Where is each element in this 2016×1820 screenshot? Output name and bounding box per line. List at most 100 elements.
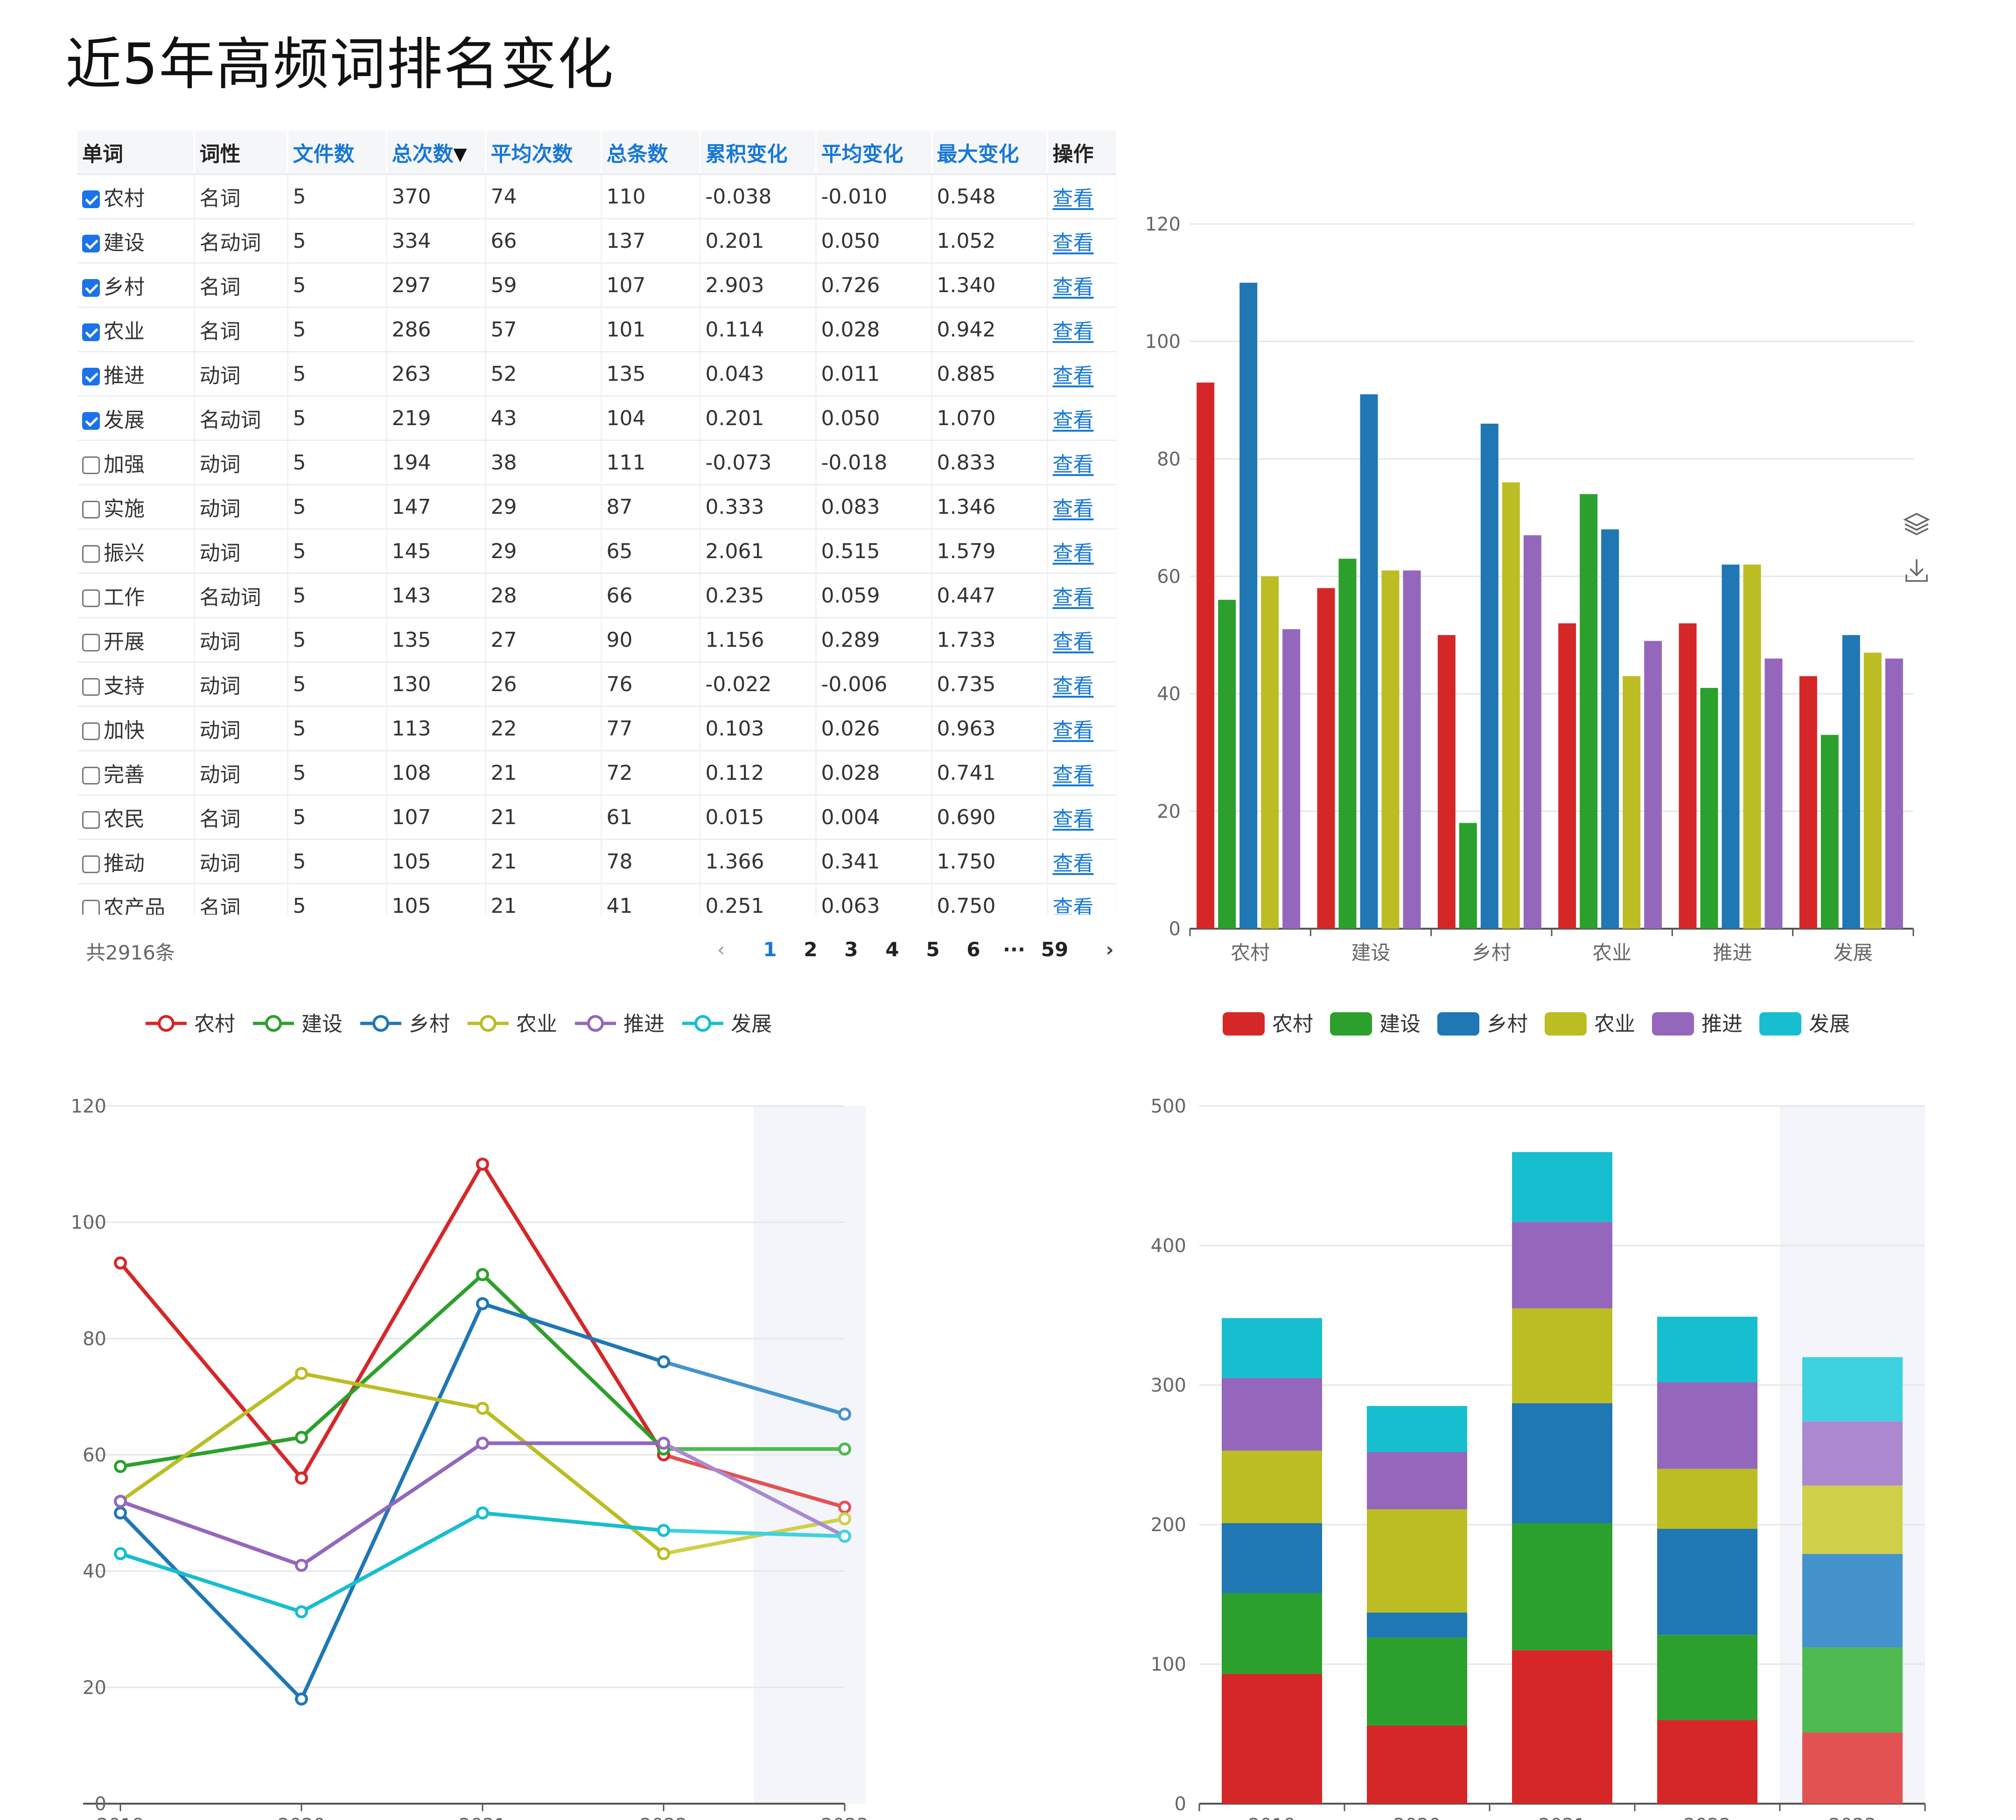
legend-item-建设[interactable]: 建设 [252, 1007, 343, 1037]
col-header-max-change[interactable]: 最大变化 [931, 131, 1047, 175]
word-cell: 农业 [77, 308, 194, 352]
x-tick-label: 乡村 [1472, 941, 1511, 964]
view-link[interactable]: 查看 [1053, 630, 1094, 654]
legend-item-发展[interactable]: 发展 [681, 1007, 772, 1037]
y-tick-label: 500 [1151, 1096, 1186, 1117]
row-checkbox[interactable] [82, 722, 100, 740]
row-checkbox[interactable] [82, 279, 100, 297]
avg-cell: 38 [485, 441, 601, 485]
view-link[interactable]: 查看 [1053, 674, 1094, 698]
avg-change-cell: 0.028 [816, 751, 931, 795]
legend-item-农业[interactable]: 农业 [1545, 1007, 1635, 1037]
y-tick-label: 0 [1169, 918, 1181, 940]
row-checkbox[interactable] [82, 456, 100, 474]
row-checkbox[interactable] [82, 634, 100, 651]
legend-item-乡村[interactable]: 乡村 [359, 1007, 450, 1037]
col-header-cumulative[interactable]: 累积变化 [700, 131, 816, 175]
legend-item-建设[interactable]: 建设 [1330, 1007, 1421, 1037]
view-link[interactable]: 查看 [1053, 763, 1094, 787]
row-checkbox[interactable] [82, 900, 100, 915]
word-label: 完善 [104, 763, 145, 787]
row-checkbox[interactable] [82, 190, 100, 208]
entries-cell: 104 [601, 396, 700, 441]
legend-item-农村[interactable]: 农村 [145, 1007, 235, 1037]
col-header-total-label: 总次数 [392, 142, 454, 166]
entries-cell: 90 [601, 618, 700, 662]
word-table-container[interactable]: 单词 词性 文件数 总次数▼ 平均次数 总条数 累积变化 平均变化 最大变化 操… [77, 131, 1116, 915]
page-59-button[interactable]: 59 [1036, 931, 1073, 968]
cumulative-cell: 0.251 [700, 884, 816, 915]
legend-swatch [1223, 1012, 1265, 1036]
data-point-乡村 [840, 1409, 850, 1419]
bar-推进 [1282, 629, 1300, 929]
row-checkbox[interactable] [82, 235, 100, 252]
row-checkbox[interactable] [82, 767, 100, 784]
col-header-avg[interactable]: 平均次数 [485, 131, 601, 175]
row-checkbox[interactable] [82, 589, 100, 607]
word-cell: 开展 [77, 618, 194, 662]
action-cell: 查看 [1047, 219, 1116, 263]
page-3-button[interactable]: 3 [833, 931, 870, 968]
row-checkbox[interactable] [82, 368, 100, 385]
row-checkbox[interactable] [82, 545, 100, 563]
word-label: 推动 [104, 852, 145, 875]
col-header-files[interactable]: 文件数 [287, 131, 386, 175]
row-checkbox[interactable] [82, 323, 100, 341]
view-link[interactable]: 查看 [1053, 586, 1094, 609]
line-chart-legend: 农村 建设 乡村 农业 推进 发展 [145, 1007, 789, 1037]
page-ellipsis[interactable]: ··· [995, 931, 1033, 968]
col-header-total[interactable]: 总次数▼ [386, 131, 485, 175]
view-link[interactable]: 查看 [1053, 187, 1094, 210]
view-link[interactable]: 查看 [1053, 541, 1094, 565]
page-1-button[interactable]: 1 [751, 931, 789, 968]
stack-segment-建设 [1657, 1635, 1757, 1720]
legend-item-农业[interactable]: 农业 [467, 1007, 557, 1037]
word-table: 单词 词性 文件数 总次数▼ 平均次数 总条数 累积变化 平均变化 最大变化 操… [77, 131, 1116, 915]
download-icon[interactable] [1901, 555, 1932, 588]
table-row: 完善 动词 5 108 21 72 0.112 0.028 0.741 查看 [77, 751, 1116, 795]
data-point-乡村 [658, 1357, 669, 1367]
stack-layers-icon[interactable] [1901, 509, 1932, 541]
row-checkbox[interactable] [82, 412, 100, 430]
sort-desc-icon[interactable]: ▼ [454, 144, 467, 164]
cumulative-cell: 0.333 [700, 485, 816, 529]
view-link[interactable]: 查看 [1053, 275, 1094, 299]
legend-item-推进[interactable]: 推进 [574, 1007, 665, 1037]
view-link[interactable]: 查看 [1053, 497, 1094, 521]
row-checkbox[interactable] [82, 855, 100, 873]
y-tick-label: 60 [1157, 566, 1181, 588]
legend-item-乡村[interactable]: 乡村 [1437, 1007, 1528, 1037]
bar-农业 [1864, 653, 1882, 929]
page-5-button[interactable]: 5 [914, 931, 952, 968]
view-link[interactable]: 查看 [1053, 408, 1094, 432]
col-header-avg-change[interactable]: 平均变化 [816, 131, 931, 175]
view-link[interactable]: 查看 [1053, 807, 1094, 831]
col-header-entries[interactable]: 总条数 [601, 131, 700, 175]
legend-item-农村[interactable]: 农村 [1223, 1007, 1313, 1037]
legend-item-发展[interactable]: 发展 [1759, 1007, 1850, 1037]
page-2-button[interactable]: 2 [792, 931, 829, 968]
view-link[interactable]: 查看 [1053, 719, 1094, 742]
x-tick-label: 2021 [1539, 1815, 1586, 1820]
view-link[interactable]: 查看 [1053, 320, 1094, 343]
prev-page-button[interactable]: ‹ [702, 931, 740, 968]
row-checkbox[interactable] [82, 501, 100, 518]
row-checkbox[interactable] [82, 811, 100, 829]
word-cell: 支持 [77, 662, 194, 707]
stack-segment-农业 [1367, 1509, 1467, 1612]
stack-segment-发展 [1222, 1318, 1322, 1378]
stack-segment-推进 [1367, 1452, 1467, 1510]
avg-change-cell: -0.010 [816, 175, 931, 219]
total-cell: 297 [386, 263, 485, 308]
view-link[interactable]: 查看 [1053, 231, 1094, 255]
page-6-button[interactable]: 6 [955, 931, 992, 968]
view-link[interactable]: 查看 [1053, 896, 1094, 915]
cumulative-cell: 2.903 [700, 263, 816, 308]
view-link[interactable]: 查看 [1053, 364, 1094, 388]
row-checkbox[interactable] [82, 678, 100, 696]
view-link[interactable]: 查看 [1053, 852, 1094, 875]
legend-item-推进[interactable]: 推进 [1652, 1007, 1743, 1037]
view-link[interactable]: 查看 [1053, 453, 1094, 476]
page-4-button[interactable]: 4 [874, 931, 911, 968]
action-cell: 查看 [1047, 441, 1116, 485]
